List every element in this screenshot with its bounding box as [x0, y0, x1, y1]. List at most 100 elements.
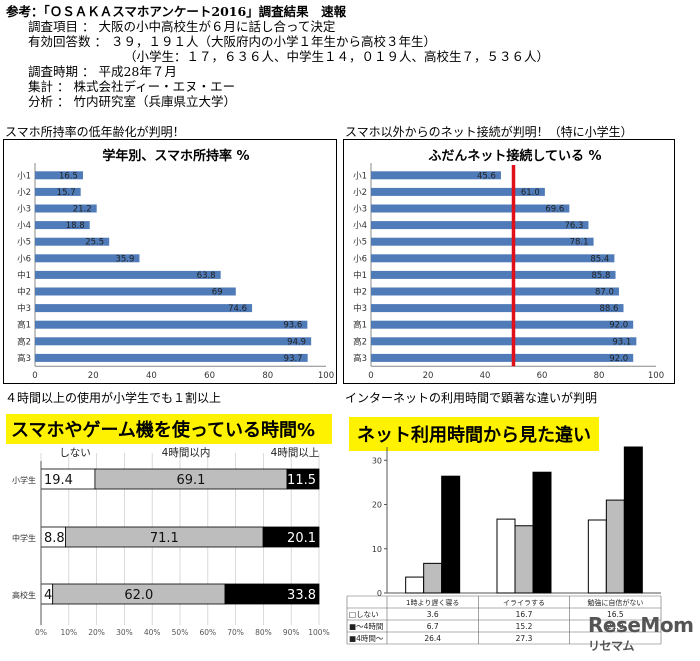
x-tick-label: 0% [35, 628, 47, 637]
bar-value-label: 16.5 [59, 171, 78, 181]
segment-value-label: 11.5 [287, 473, 316, 488]
bar-value-label: 92.0 [609, 321, 628, 331]
x-tick-label: 0 [32, 371, 37, 381]
category-label: 中2 [353, 287, 367, 298]
segment-value-label: 71.1 [150, 531, 179, 546]
bar [605, 499, 625, 594]
chart-usage-time: スマホやゲーム機を使っている時間% 0% 10% 20% 30% 40% 50% 60% 70… [6, 414, 332, 637]
bar [532, 471, 552, 594]
category-label: 1時より遅く寝る [406, 598, 459, 607]
x-tick-label: 40% [144, 628, 161, 637]
header-breakdown: （小学生：１７，６３６人、中学生１４，０１９人、高校生７，５３６人） [124, 49, 550, 64]
chart-title: ネット利用時間から見た違い [357, 424, 591, 446]
bar-value-label: 94.9 [287, 337, 306, 347]
bar [371, 204, 570, 213]
bar-value-label: 93.7 [284, 354, 303, 364]
header-title-line: 参考：「ＯＳＡＫＡスマホアンケート2016」調査結果 速報 [6, 4, 549, 19]
chart-title: スマホやゲーム機を使っている時間% [11, 419, 315, 441]
legend-label: □しない [349, 610, 379, 619]
category-label: 小2 [17, 187, 31, 198]
x-tick-label: 100 [648, 371, 664, 381]
table-value: 26.4 [424, 634, 441, 643]
x-tick-label: 100 [318, 371, 334, 381]
header-line: 分析 ： 竹内研究室（兵庫県立大学） [28, 94, 236, 109]
segment-value-label: 8.8 [44, 531, 65, 546]
table-value: 16.7 [516, 610, 533, 619]
bar [35, 353, 308, 362]
bar-value-label: 93.6 [283, 321, 302, 331]
x-tick-label: 90% [283, 628, 300, 637]
bar-value-label: 15.7 [57, 188, 76, 198]
legend-label: ■〜4時間 [349, 622, 383, 631]
category-label: 小1 [353, 170, 367, 181]
x-tick-label: 80 [262, 371, 273, 381]
chart-title-banner [6, 414, 332, 444]
bar-value-label: 61.0 [521, 188, 540, 198]
series-header-label: しない [59, 447, 91, 459]
category-label: 小5 [353, 237, 367, 248]
bar-value-label: 92.0 [609, 354, 628, 364]
header-title: 「ＯＳＡＫＡスマホアンケート2016」調査結果 速報 [43, 4, 347, 19]
stacked-bar-segment [286, 468, 320, 490]
stacked-bar-segment [262, 526, 320, 548]
bar [514, 525, 534, 594]
bar [35, 270, 221, 279]
panel-title: スマホ以外からのネット接続が判明！（特に小学生） [345, 125, 633, 139]
bar [371, 221, 589, 230]
y-tick-label: 10 [372, 545, 382, 554]
x-tick-label: 50% [172, 628, 189, 637]
table-value: 21.0 [607, 622, 624, 631]
category-label: 小6 [17, 253, 31, 264]
bar [35, 320, 308, 329]
chart-title-banner [349, 417, 599, 451]
category-label: 高1 [17, 320, 31, 331]
category-label: 小4 [17, 220, 31, 231]
panel-title: スマホ所持率の低年齢化が判明！ [5, 125, 185, 139]
chart-title: 学年別、スマホ所持率 % [102, 148, 249, 164]
bar [371, 270, 616, 279]
category-label: 高校生 [12, 590, 36, 600]
header-line: 集計 ： 株式会社ディー・エヌ・エー [28, 79, 236, 94]
bar-value-label: 78.1 [570, 238, 589, 248]
table-value: 6.7 [427, 622, 439, 631]
table-value: 15.2 [516, 622, 533, 631]
category-label: 小3 [353, 204, 367, 215]
category-label: 高2 [17, 336, 31, 347]
bar [35, 237, 110, 246]
category-label: 小学生 [12, 475, 36, 485]
chart-usage-difference: ネット利用時間から見た違い 0 10 20 30 1時より遅く寝る 3.6 6.7 26.4 イ… [346, 417, 662, 645]
bar [35, 221, 90, 230]
category-label: 中3 [17, 303, 31, 314]
bar-value-label: 88.6 [600, 304, 619, 314]
bar [35, 187, 81, 196]
bar-value-label: 69 [212, 288, 223, 298]
category-label: 小4 [353, 220, 367, 231]
category-label: 中2 [17, 287, 31, 298]
bar-value-label: 25.5 [85, 238, 104, 248]
category-label: 中3 [353, 303, 367, 314]
table-value: 16.5 [607, 610, 624, 619]
category-label: 高2 [353, 336, 367, 347]
x-tick-label: 60 [537, 371, 548, 381]
bar [371, 254, 615, 263]
table-value: 27.3 [516, 634, 533, 643]
category-label: 小3 [17, 204, 31, 215]
bar-value-label: 45.6 [477, 171, 496, 181]
bar-value-label: 93.1 [612, 337, 631, 347]
bar [371, 353, 634, 362]
x-tick-label: 100% [308, 628, 329, 637]
report-header: 参考：「ＯＳＡＫＡスマホアンケート2016」調査結果 速報 調査項目 ： 大阪の… [6, 4, 549, 109]
bar [35, 287, 236, 296]
logo-text: ReseMom [588, 613, 694, 637]
x-tick-label: 30% [116, 628, 133, 637]
header-line: 調査時期 ： 平成28年７月 [28, 64, 177, 79]
x-tick-label: 20 [423, 371, 434, 381]
category-label: 勉強に自信がない [587, 598, 643, 607]
segment-value-label: 33.8 [287, 588, 316, 603]
header-line: 調査項目 ： 大阪の小中高校生が６月に話し合って決定 [28, 19, 336, 34]
panel-title: ４時間以上の使用が小学生でも１割以上 [5, 391, 222, 405]
x-tick-label: 60 [204, 371, 215, 381]
legend-label: ■4時間〜 [349, 634, 384, 643]
panel-title: インターネットの利用時間で顕著な違いが判明 [345, 391, 598, 405]
logo-sub: リセマム [588, 639, 635, 653]
